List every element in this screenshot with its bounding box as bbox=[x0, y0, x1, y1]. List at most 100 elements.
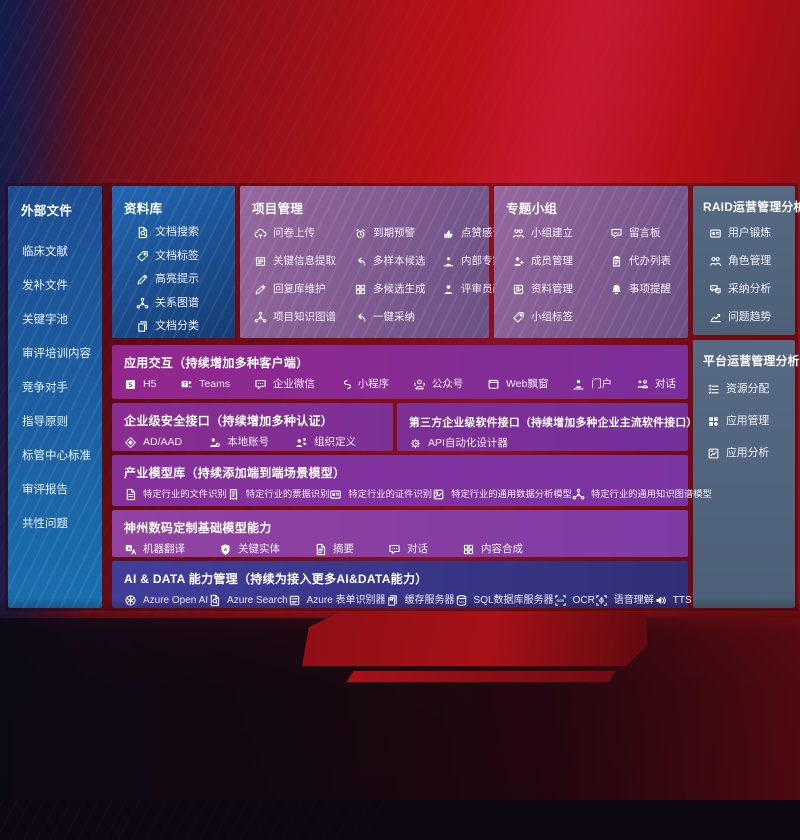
svg-text:A: A bbox=[224, 547, 228, 552]
project-item: 关键信息提取 bbox=[254, 255, 354, 268]
rank-icon bbox=[442, 255, 455, 268]
monitor-stand bbox=[302, 612, 647, 666]
client-item-label: Teams bbox=[199, 378, 231, 391]
doc-search-icon bbox=[136, 226, 149, 239]
row-title: 企业级安全接口（持续增加多种认证） bbox=[124, 414, 334, 428]
project-item: 多候选生成 bbox=[354, 283, 442, 296]
client-item: Web飘窗 bbox=[487, 378, 548, 391]
library-item-label: 文档搜索 bbox=[155, 226, 199, 238]
sidebar-item-label: 标管中心标准 bbox=[22, 450, 91, 462]
pencil-icon bbox=[254, 283, 267, 296]
receipt-icon bbox=[227, 488, 240, 501]
group-item-label: 小组标签 bbox=[531, 311, 573, 324]
image-box-icon bbox=[432, 488, 445, 501]
panel-title: 平台运营管理分析 bbox=[703, 354, 800, 368]
panel-external-files: 外部文件 临床文献 发补文件 关键字池 审评培训内容 竞争对手 指导原则 标管中心标准 审评报… bbox=[8, 186, 102, 608]
model-item-label: 特定行业的通用知识图谱模型 bbox=[590, 488, 712, 499]
platform-item: 应用管理 bbox=[707, 415, 795, 428]
album-icon bbox=[512, 283, 525, 296]
project-item-label: 一键采纳 bbox=[373, 311, 415, 324]
client-item-label: 门户 bbox=[591, 378, 613, 391]
app-clients-list: 5 H5 T Teams 企业微信 小程序 公众号 Web飘窗 门户 对话 bbox=[112, 371, 688, 391]
row-title: 第三方企业级软件接口（持续增加多种企业主流软件接口） bbox=[409, 417, 698, 429]
security-item: 组织定义 bbox=[295, 436, 356, 449]
security-item-label: 本地账号 bbox=[227, 436, 270, 449]
group-item: 代办列表 bbox=[610, 255, 688, 268]
wechat-icon bbox=[254, 378, 267, 391]
project-item-label: 点赞感谢 bbox=[461, 227, 503, 240]
cloud-up-icon bbox=[254, 227, 267, 240]
industry-models-list: 特定行业的文件识别 特定行业的票据识别 特定行业的证件识别 特定行业的通用数据分析模型… bbox=[112, 481, 712, 501]
project-item: 一键采纳 bbox=[354, 311, 442, 324]
library-item-label: 文档分类 bbox=[155, 320, 199, 332]
library-item-label: 文档标签 bbox=[155, 249, 199, 262]
project-list: 问卷上传 到期预警 点赞感谢 关键信息提取 多样本候选 内部专家排名 回复库维护 多候选生成 评… bbox=[240, 217, 524, 324]
speech-icon bbox=[388, 543, 401, 556]
panel-topic-groups: 专题小组 小组建立 BBS 留言板 成员管理 代办列表 资料管理 事项提醒 小组标签 bbox=[494, 186, 688, 338]
doc-scan-icon bbox=[124, 488, 137, 501]
sidebar-item: 临床文献 bbox=[22, 246, 102, 259]
client-item-label: 公众号 bbox=[431, 378, 464, 391]
project-item: 多样本候选 bbox=[354, 255, 442, 268]
security-list: AD/AAD 本地账号 组织定义 bbox=[112, 429, 393, 449]
api-gear-icon bbox=[409, 437, 422, 450]
sidebar-item-label: 指导原则 bbox=[22, 416, 68, 428]
alarm-icon bbox=[354, 227, 367, 240]
model-item-label: 特定行业的文件识别 bbox=[143, 488, 227, 499]
library-item-label: 关系图谱 bbox=[155, 296, 199, 309]
raid-item-label: 角色管理 bbox=[728, 255, 772, 268]
panel-title: 项目管理 bbox=[252, 202, 304, 216]
row-title: 产业模型库（持续添加端到端场景模型） bbox=[124, 466, 346, 480]
tag-icon bbox=[512, 311, 525, 324]
library-item-label: 高亮提示 bbox=[155, 273, 199, 285]
network-icon bbox=[254, 311, 267, 324]
capability-item: A 关键实体 bbox=[219, 543, 280, 556]
platform-item-label: 应用分析 bbox=[726, 447, 770, 460]
teams-icon: T bbox=[180, 378, 193, 391]
sidebar-item: 审评培训内容 bbox=[22, 348, 102, 361]
client-item-label: 对话 bbox=[654, 378, 676, 391]
platform-list: 资源分配 应用管理 应用分析 bbox=[693, 369, 795, 460]
group-item-label: 资料管理 bbox=[531, 283, 573, 296]
client-item: 对话 bbox=[636, 378, 676, 391]
puzzle-icon bbox=[462, 543, 475, 556]
client-item: 小程序 bbox=[339, 378, 389, 391]
sidebar-item: 指导原则 bbox=[22, 416, 102, 429]
project-item-label: 回复库维护 bbox=[273, 283, 326, 296]
group-item-label: 代办列表 bbox=[629, 255, 671, 268]
panel-title: 外部文件 bbox=[21, 204, 73, 218]
library-item: 文档搜索 bbox=[136, 226, 235, 239]
sidebar-item-label: 共性问题 bbox=[22, 518, 68, 530]
client-item: 门户 bbox=[572, 378, 612, 391]
reply-icon bbox=[354, 311, 367, 324]
model-item-label: 特定行业的通用数据分析模型 bbox=[451, 488, 572, 499]
project-item-label: 内部专家排名 bbox=[461, 255, 524, 268]
group-item-label: 事项提醒 bbox=[629, 283, 671, 296]
group-item-label: 小组建立 bbox=[531, 227, 573, 240]
svg-text:BBS: BBS bbox=[614, 231, 620, 235]
client-item: 企业微信 bbox=[254, 378, 315, 391]
group-list: 小组建立 BBS 留言板 成员管理 代办列表 资料管理 事项提醒 小组标签 bbox=[494, 217, 688, 324]
monitor-stand-base bbox=[346, 671, 616, 682]
project-item-label: 关键信息提取 bbox=[273, 255, 336, 268]
person-add-icon bbox=[512, 255, 525, 268]
people-icon bbox=[512, 227, 525, 240]
row-title: 神州数码定制基础模型能力 bbox=[124, 521, 272, 535]
capability-item-label: 内容合成 bbox=[481, 543, 523, 556]
sidebar-item-label: 竞争对手 bbox=[22, 382, 68, 394]
chart-box-icon bbox=[707, 447, 720, 460]
security-item: 本地账号 bbox=[208, 436, 269, 449]
group-item-label: 成员管理 bbox=[531, 255, 573, 268]
base-models-list: A 机器翻译 A 关键实体 摘要 对话 内容合成 bbox=[112, 536, 688, 556]
project-item-label: 多样本候选 bbox=[373, 255, 426, 268]
local-account-icon bbox=[208, 436, 221, 449]
client-item: 公众号 bbox=[413, 378, 464, 391]
capability-item: 对话 bbox=[388, 543, 428, 556]
library-item: 高亮提示 bbox=[136, 273, 235, 286]
row-industry-models: 产业模型库（持续添加端到端场景模型） 特定行业的文件识别 特定行业的票据识别 特定行… bbox=[112, 455, 712, 506]
h5-icon: 5 bbox=[124, 378, 137, 391]
sidebar-item-label: 临床文献 bbox=[22, 246, 68, 258]
idcard-icon bbox=[709, 227, 722, 240]
project-item-label: 多候选生成 bbox=[373, 283, 426, 296]
group-item: 成员管理 bbox=[512, 255, 610, 268]
